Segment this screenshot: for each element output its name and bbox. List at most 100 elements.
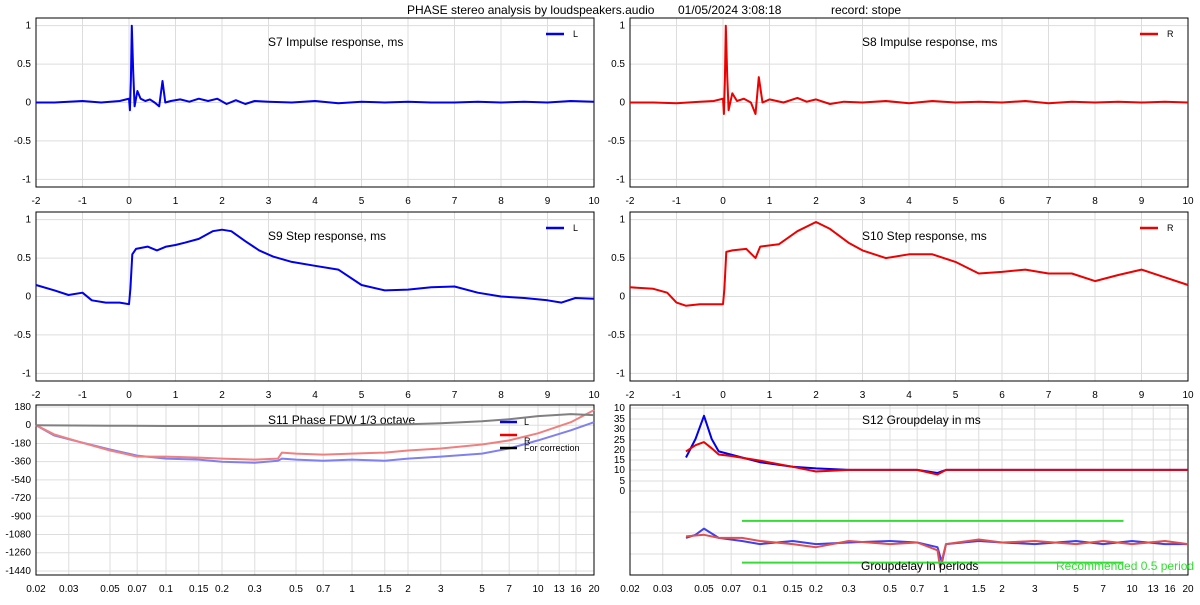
x-tick-label: 10 [532, 584, 544, 595]
x-tick-label: 0.7 [316, 584, 330, 595]
x-tick-label: 10 [1182, 390, 1194, 401]
x-tick-label: 3 [266, 390, 272, 401]
series-line-r [35, 409, 595, 461]
x-tick-label: 5 [953, 196, 959, 207]
x-tick-label: 5 [953, 390, 959, 401]
y-tick-label: 0.5 [611, 59, 625, 70]
plot-frame [35, 404, 595, 576]
series-line-l-periods [685, 527, 1188, 564]
y-tick-label: -540 [11, 475, 31, 486]
legend-label: R [1167, 223, 1174, 233]
series-line-r-periods [685, 533, 1189, 569]
record-label: record: stope [831, 3, 901, 17]
app-title: PHASE stereo analysis by loudspeakers.au… [407, 3, 655, 17]
x-tick-label: 0.02 [26, 584, 46, 595]
chart-s11: 0.02 0.03 0.05 0.07 0.1 0.15 0.2 0.3 0.5 0.7 1 1.5 2… [5, 402, 600, 595]
y-tick-label: -720 [11, 493, 31, 504]
x-tick-label: 5 [479, 584, 485, 595]
legend-label: For correction [524, 443, 580, 453]
x-tick-label: 0.05 [694, 584, 714, 595]
y-tick-label: -180 [11, 438, 31, 449]
y-tick-label: -0.5 [608, 330, 626, 341]
y-tick-label: 1 [25, 215, 31, 226]
y-tick-label: 0 [619, 292, 625, 303]
x-tick-label: 0 [720, 390, 726, 401]
x-tick-label: 4 [312, 390, 318, 401]
x-tick-label: 2 [999, 584, 1005, 595]
periods-label: Groupdelay in periods [861, 559, 978, 573]
y-tick-label: 5 [619, 476, 625, 487]
series-line-r [629, 221, 1189, 307]
chart-title: S7 Impulse response, ms [268, 35, 403, 49]
x-tick-label: 13 [554, 584, 566, 595]
y-tick-label: -1260 [5, 548, 31, 559]
x-tick-label: 0.05 [100, 584, 120, 595]
recommended-label: Recommended 0.5 period [1056, 559, 1194, 573]
x-tick-label: 3 [438, 584, 444, 595]
x-tick-label: 0.2 [809, 584, 823, 595]
x-tick-label: 0 [720, 196, 726, 207]
x-tick-label: 2 [813, 196, 819, 207]
x-tick-label: 13 [1148, 584, 1160, 595]
x-tick-label: 8 [1092, 390, 1098, 401]
y-tick-label: 1 [619, 215, 625, 226]
legend-label: L [573, 223, 578, 233]
y-tick-label: -0.5 [608, 136, 626, 147]
legend-label: L [524, 417, 529, 427]
x-tick-label: -1 [672, 196, 681, 207]
x-tick-label: 1 [173, 390, 179, 401]
y-tick-label: 0 [25, 420, 31, 431]
chart-s12: 0.02 0.03 0.05 0.07 0.1 0.15 0.2 0.3 0.5 0.7 1 1.5 2… [614, 403, 1194, 595]
y-tick-label: 1 [619, 21, 625, 32]
legend-label: R [1167, 29, 1174, 39]
chart-title: S12 Groupdelay in ms [862, 413, 981, 427]
x-tick-label: 3 [266, 196, 272, 207]
x-tick-label: 10 [1182, 196, 1194, 207]
x-tick-label: 1 [767, 390, 773, 401]
y-tick-label: -1 [22, 368, 31, 379]
y-tick-label: 0 [619, 98, 625, 109]
x-tick-label: 0.07 [721, 584, 741, 595]
x-tick-label: 9 [545, 390, 551, 401]
x-tick-label: 0.3 [248, 584, 262, 595]
x-tick-label: -1 [78, 196, 87, 207]
x-tick-label: 2 [219, 196, 225, 207]
x-tick-label: 10 [588, 390, 600, 401]
y-tick-label: 15 [614, 455, 626, 466]
x-tick-label: 0.3 [842, 584, 856, 595]
y-tick-label: 10 [614, 403, 626, 414]
y-tick-label: 180 [14, 402, 31, 413]
x-tick-label: 1 [349, 584, 355, 595]
x-tick-label: 0.15 [189, 584, 209, 595]
x-tick-label: 0.5 [883, 584, 897, 595]
y-tick-label: -360 [11, 457, 31, 468]
x-tick-label: 3 [860, 196, 866, 207]
x-tick-label: 6 [999, 196, 1005, 207]
x-tick-label: 20 [588, 584, 600, 595]
x-tick-label: 9 [1139, 196, 1145, 207]
plot-frame [629, 404, 1189, 576]
x-tick-label: -2 [626, 196, 635, 207]
x-tick-label: 0 [126, 390, 132, 401]
x-tick-label: 1 [173, 196, 179, 207]
y-tick-label: -1080 [5, 530, 31, 541]
x-tick-label: 1 [943, 584, 949, 595]
x-tick-label: 0.07 [127, 584, 147, 595]
x-tick-label: 7 [1046, 196, 1052, 207]
x-tick-label: 2 [219, 390, 225, 401]
x-tick-label: 8 [1092, 196, 1098, 207]
chart-title: S10 Step response, ms [862, 229, 987, 243]
x-tick-label: 8 [498, 196, 504, 207]
y-tick-label: -1 [22, 174, 31, 185]
x-tick-label: 4 [312, 196, 318, 207]
series-line-l [35, 228, 595, 306]
plot-frame [629, 211, 1189, 382]
series-line-r [685, 441, 1188, 476]
x-tick-label: 7 [1100, 584, 1106, 595]
y-tick-label: -1440 [5, 566, 31, 577]
